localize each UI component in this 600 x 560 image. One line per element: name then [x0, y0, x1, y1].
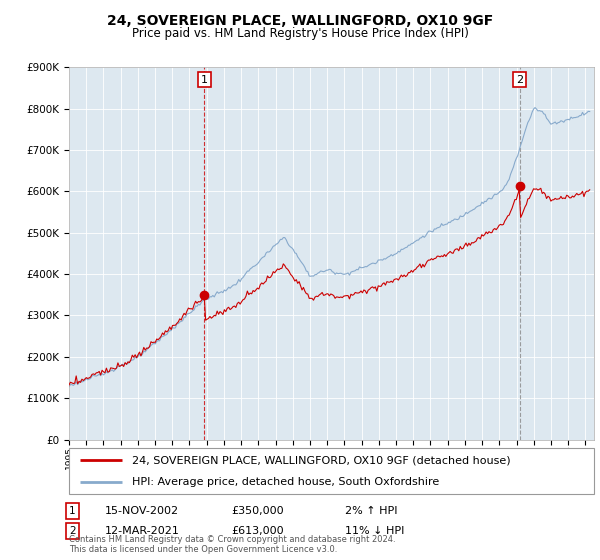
Text: 2: 2	[69, 526, 76, 536]
Text: £350,000: £350,000	[231, 506, 284, 516]
Text: 2% ↑ HPI: 2% ↑ HPI	[345, 506, 398, 516]
Text: Contains HM Land Registry data © Crown copyright and database right 2024.
This d: Contains HM Land Registry data © Crown c…	[69, 535, 395, 554]
Text: 1: 1	[69, 506, 76, 516]
Text: 24, SOVEREIGN PLACE, WALLINGFORD, OX10 9GF (detached house): 24, SOVEREIGN PLACE, WALLINGFORD, OX10 9…	[132, 455, 511, 465]
Text: £613,000: £613,000	[231, 526, 284, 536]
Text: 1: 1	[201, 74, 208, 85]
FancyBboxPatch shape	[69, 448, 594, 494]
Text: 2: 2	[516, 74, 523, 85]
Text: 24, SOVEREIGN PLACE, WALLINGFORD, OX10 9GF: 24, SOVEREIGN PLACE, WALLINGFORD, OX10 9…	[107, 14, 493, 28]
Text: 11% ↓ HPI: 11% ↓ HPI	[345, 526, 404, 536]
Text: HPI: Average price, detached house, South Oxfordshire: HPI: Average price, detached house, Sout…	[132, 477, 439, 487]
Text: Price paid vs. HM Land Registry's House Price Index (HPI): Price paid vs. HM Land Registry's House …	[131, 27, 469, 40]
Text: 12-MAR-2021: 12-MAR-2021	[105, 526, 180, 536]
Text: 15-NOV-2002: 15-NOV-2002	[105, 506, 179, 516]
